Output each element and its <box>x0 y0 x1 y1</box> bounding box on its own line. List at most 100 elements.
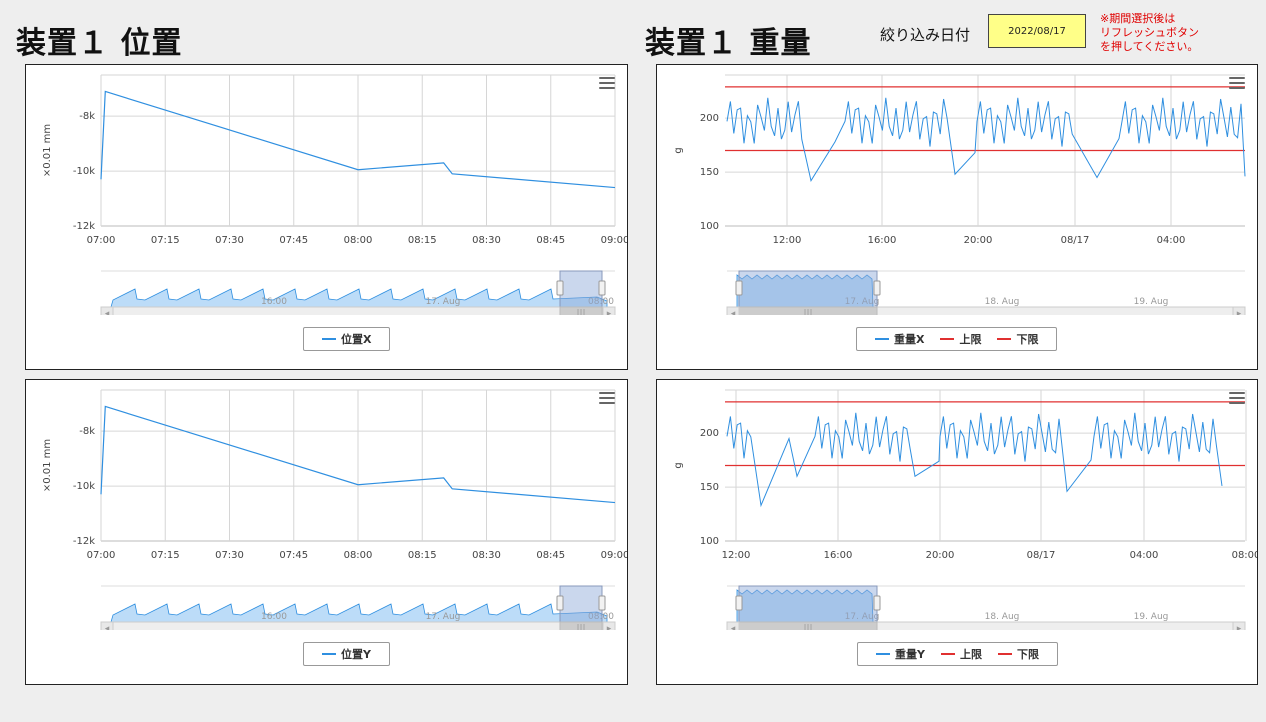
navigator-handle[interactable] <box>598 280 606 296</box>
legend-item[interactable]: 重量X <box>875 331 924 347</box>
navigator-label: 17. Aug <box>426 612 461 622</box>
chart-menu-icon[interactable] <box>1229 392 1245 406</box>
navigator-area <box>736 274 874 308</box>
navigator-area <box>110 603 608 623</box>
navigator-label: 17. Aug <box>845 612 880 622</box>
y-tick-label: 200 <box>700 428 719 439</box>
navigator-selection[interactable] <box>738 585 878 623</box>
scrollbar-thumb[interactable] <box>559 621 603 630</box>
y-axis-title: ×0.01 mm <box>42 124 53 177</box>
chart-menu-icon[interactable] <box>599 392 615 406</box>
x-tick-label: 16:00 <box>824 550 853 561</box>
filter-date-input[interactable] <box>988 14 1086 48</box>
x-tick-label: 04:00 <box>1157 235 1186 246</box>
scroll-left-arrow-icon: ◂ <box>105 624 110 630</box>
legend-line-icon <box>997 338 1012 340</box>
scrollbar-track[interactable] <box>100 621 616 630</box>
navigator-selection[interactable] <box>559 270 603 308</box>
filter-date-label: 絞り込み日付 <box>880 26 971 44</box>
navigator-label: 08:00 <box>588 612 614 622</box>
navigator-label: 18. Aug <box>985 297 1020 307</box>
navigator-area <box>736 589 874 623</box>
navigator-handle[interactable] <box>873 595 881 611</box>
y-tick-label: 150 <box>700 167 719 178</box>
chart-svg: ×0.01 mm -8k -10k -12k 07:00 07:15 07:30 07:45 0… <box>42 74 627 315</box>
legend-item[interactable]: 位置Y <box>322 646 371 662</box>
x-tick-label: 08:15 <box>408 235 437 246</box>
legend-label: 重量X <box>894 333 925 346</box>
chart-svg: g 200 150 100 12:00 16:00 20:00 08/17 04:00 17. A… <box>673 74 1246 315</box>
y-tick-label: 100 <box>700 536 719 547</box>
navigator-label: 18. Aug <box>985 612 1020 622</box>
navigator-selection[interactable] <box>559 585 603 623</box>
position-y-chart-panel: ×0.01 mm -8k -10k -12k 07:00 07:15 07:30 07:45 0… <box>25 379 628 685</box>
scroll-right-arrow-icon: ▸ <box>607 309 612 315</box>
chart-menu-icon[interactable] <box>599 77 615 91</box>
legend-line-icon <box>875 338 889 340</box>
x-tick-label: 09:00 <box>601 235 627 246</box>
x-tick-label: 08:00 <box>1232 550 1257 561</box>
navigator-handle[interactable] <box>735 595 743 611</box>
navigator-handle[interactable] <box>735 280 743 296</box>
legend-label: 下限 <box>1016 648 1039 661</box>
navigator-label: 16:00 <box>261 612 287 622</box>
y-tick-label: -12k <box>73 536 95 547</box>
scroll-left-button[interactable] <box>726 621 740 630</box>
y-tick-label: 150 <box>700 482 719 493</box>
y-axis-title: g <box>673 147 684 153</box>
x-tick-label: 07:30 <box>215 235 244 246</box>
navigator-handle[interactable] <box>556 280 564 296</box>
legend-item[interactable]: 位置X <box>322 331 371 347</box>
scroll-right-arrow-icon: ▸ <box>1237 309 1242 315</box>
chart-menu-icon[interactable] <box>1229 77 1245 91</box>
scroll-left-button[interactable] <box>726 306 740 315</box>
legend-label: 位置Y <box>341 648 371 661</box>
scrollbar-grip: ||| <box>803 624 812 630</box>
scrollbar-thumb[interactable] <box>559 306 603 315</box>
legend-item[interactable]: 上限 <box>940 331 981 347</box>
legend-label: 重量Y <box>895 648 925 661</box>
y-axis-title: ×0.01 mm <box>42 439 53 492</box>
scroll-left-arrow-icon: ◂ <box>731 624 736 630</box>
weight-x-chart-panel: g 200 150 100 12:00 16:00 20:00 08/17 04:00 17. A… <box>656 64 1258 370</box>
x-tick-label: 07:30 <box>215 550 244 561</box>
legend-item[interactable]: 下限 <box>997 646 1039 662</box>
scroll-right-button[interactable] <box>602 306 616 315</box>
chart-legend: 重量X 上限 下限 <box>856 327 1058 351</box>
chart-svg: ×0.01 mm -8k -10k -12k 07:00 07:15 07:30 07:45 0… <box>42 389 627 630</box>
scroll-right-button[interactable] <box>1232 306 1246 315</box>
refresh-note: ※期間選択後は リフレッシュボタン を押してください。 <box>1100 12 1199 53</box>
navigator-handle[interactable] <box>598 595 606 611</box>
scroll-right-arrow-icon: ▸ <box>607 624 612 630</box>
y-tick-label: -10k <box>73 481 95 492</box>
chart-legend: 重量Y 上限 下限 <box>857 642 1058 666</box>
scrollbar-grip: ||| <box>576 624 585 630</box>
right-page-title: 装置１ 重量 <box>645 26 812 61</box>
scroll-left-arrow-icon: ◂ <box>731 309 736 315</box>
scroll-left-button[interactable] <box>100 306 114 315</box>
legend-line-icon <box>997 653 1012 655</box>
navigator-selection[interactable] <box>738 270 878 308</box>
navigator-label: 16:00 <box>261 297 287 307</box>
legend-item[interactable]: 上限 <box>940 646 982 662</box>
x-tick-label: 08/17 <box>1061 235 1090 246</box>
legend-item[interactable]: 下限 <box>997 331 1038 347</box>
navigator-handle[interactable] <box>556 595 564 611</box>
navigator-label: 17. Aug <box>426 297 461 307</box>
y-axis-title: g <box>673 462 684 468</box>
scroll-right-button[interactable] <box>1232 621 1246 630</box>
legend-item[interactable]: 重量Y <box>876 646 925 662</box>
x-tick-label: 07:45 <box>279 235 308 246</box>
scroll-left-button[interactable] <box>100 621 114 630</box>
x-tick-label: 20:00 <box>964 235 993 246</box>
legend-line-icon <box>322 338 336 340</box>
x-tick-label: 16:00 <box>868 235 897 246</box>
legend-line-icon <box>940 653 955 655</box>
scrollbar-track[interactable] <box>100 306 616 315</box>
navigator-area <box>110 288 608 308</box>
navigator-handle[interactable] <box>873 280 881 296</box>
legend-line-icon <box>940 338 955 340</box>
scroll-right-button[interactable] <box>602 621 616 630</box>
data-series-line <box>100 405 616 504</box>
